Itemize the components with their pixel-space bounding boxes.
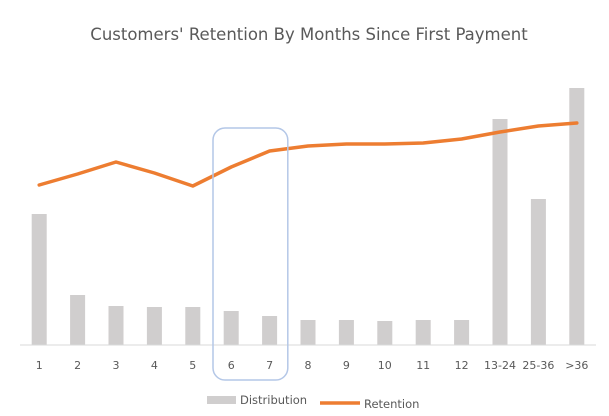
distribution-bar-6 <box>223 311 239 345</box>
legend: Distribution Retention <box>207 393 419 411</box>
distribution-bar-1 <box>31 214 47 345</box>
x-tick-label-5: 5 <box>189 359 196 372</box>
distribution-bar-7 <box>262 316 278 345</box>
x-tick-label-10: 10 <box>378 359 392 372</box>
x-axis-tick-labels: 1 2 3 4 5 6 7 8 9 10 11 12 13-24 25-36 >36 <box>36 359 589 372</box>
x-tick-label-4: 4 <box>151 359 158 372</box>
distribution-bar-3 <box>108 306 124 345</box>
distribution-bar-25-36 <box>530 199 546 345</box>
chart-title: Customers' Retention By Months Since Fir… <box>90 25 528 44</box>
x-tick-label-12: 12 <box>455 359 469 372</box>
x-tick-label-9: 9 <box>343 359 350 372</box>
x-tick-label-8: 8 <box>305 359 312 372</box>
x-tick-label-3: 3 <box>113 359 120 372</box>
distribution-bar-5 <box>185 307 201 345</box>
x-tick-label-13-24: 13-24 <box>484 359 516 372</box>
distribution-bar->36 <box>569 88 585 345</box>
highlight-box <box>212 127 289 381</box>
distribution-bar-8 <box>300 320 316 345</box>
x-tick-label->36: >36 <box>565 359 588 372</box>
x-tick-label-25-36: 25-36 <box>522 359 554 372</box>
x-tick-label-2: 2 <box>74 359 81 372</box>
x-tick-label-11: 11 <box>416 359 430 372</box>
distribution-bars <box>31 88 585 345</box>
distribution-bar-4 <box>146 307 162 345</box>
distribution-bar-13-24 <box>492 119 508 345</box>
distribution-bar-10 <box>377 321 393 345</box>
legend-distribution-swatch <box>207 396 236 404</box>
x-tick-label-7: 7 <box>266 359 273 372</box>
distribution-bar-2 <box>70 295 86 345</box>
distribution-bar-12 <box>454 320 470 345</box>
legend-distribution-label: Distribution <box>240 393 307 407</box>
distribution-bar-9 <box>338 320 354 345</box>
x-tick-label-1: 1 <box>36 359 43 372</box>
x-tick-label-6: 6 <box>228 359 235 372</box>
distribution-bar-11 <box>415 320 431 345</box>
legend-retention-label: Retention <box>364 397 419 411</box>
retention-line <box>37 121 579 188</box>
